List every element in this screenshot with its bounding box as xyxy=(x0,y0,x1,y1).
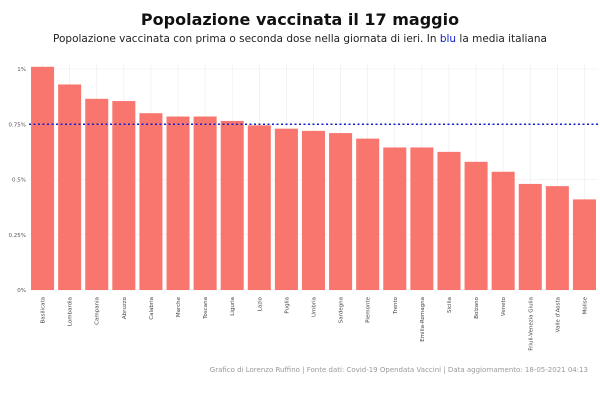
x-tick-label: Emilia-Romagna xyxy=(420,297,426,342)
bar-lazio xyxy=(247,125,271,290)
x-tick-label: Toscana xyxy=(203,297,209,320)
bar-campania xyxy=(85,98,109,291)
x-tick-label: Sicilia xyxy=(447,297,453,313)
bar-toscana xyxy=(193,116,217,290)
x-tick-label: Marche xyxy=(176,296,182,317)
subtitle-text: Popolazione vaccinata con prima o second… xyxy=(53,33,440,45)
subtitle-blue-word: blu xyxy=(439,33,457,45)
x-tick-label: Piemonte xyxy=(366,296,372,322)
x-tick-label: Friuli-Venezia Giulia xyxy=(528,297,534,351)
x-tick-label: Liguria xyxy=(230,297,236,316)
bar-sicilia xyxy=(437,151,461,290)
bar-valle-d-aosta xyxy=(545,186,569,290)
bar-sardegna xyxy=(329,133,353,290)
bar-umbria xyxy=(301,130,326,290)
x-tick-label: Basilicata xyxy=(41,297,47,324)
bar-puglia xyxy=(274,128,298,290)
bar-liguria xyxy=(220,120,244,290)
x-tick-label: Molise xyxy=(582,296,588,314)
y-tick-label: 0.25% xyxy=(9,233,26,239)
x-tick-label: Umbria xyxy=(312,297,318,317)
y-tick-label: 0.75% xyxy=(9,122,26,128)
chart-title: Popolazione vaccinata il 17 maggio xyxy=(140,10,460,29)
y-tick-label: 0% xyxy=(17,288,26,294)
bar-friuli-venezia-giulia xyxy=(518,183,542,290)
x-tick-label: Sardegna xyxy=(339,297,345,323)
bar-lombardia xyxy=(58,84,82,290)
chart-caption: Grafico di Lorenzo Ruffino | Fonte dati:… xyxy=(209,366,588,374)
bar-veneto xyxy=(491,171,515,290)
x-tick-label: Calabria xyxy=(149,297,155,320)
bar-marche xyxy=(166,116,190,290)
x-tick-label: Lazio xyxy=(257,296,263,311)
x-tick-label: Bolzano xyxy=(474,296,480,318)
bar-molise xyxy=(572,199,596,290)
bar-calabria xyxy=(139,113,163,290)
subtitle-text-end: la media italiana xyxy=(456,33,547,45)
y-tick-label: 0.5% xyxy=(12,178,26,184)
x-tick-label: Campania xyxy=(95,297,101,325)
x-tick-label: Veneto xyxy=(501,296,507,316)
bar-abruzzo xyxy=(112,101,136,290)
x-tick-label: Abruzzo xyxy=(122,296,128,319)
bar-bolzano xyxy=(464,161,488,290)
x-tick-label: Trento xyxy=(393,296,399,315)
x-tick-label: Puglia xyxy=(284,297,290,314)
bar-trento xyxy=(383,147,407,290)
x-tick-label: Valle d'Aosta xyxy=(555,297,561,332)
bar-piemonte xyxy=(356,138,380,290)
chart-subtitle: Popolazione vaccinata con prima o second… xyxy=(0,33,600,45)
x-tick-label: Lombardia xyxy=(68,297,74,326)
bar-basilicata xyxy=(31,66,55,290)
bar-emilia-romagna xyxy=(410,147,434,290)
y-tick-label: 1% xyxy=(17,67,26,73)
